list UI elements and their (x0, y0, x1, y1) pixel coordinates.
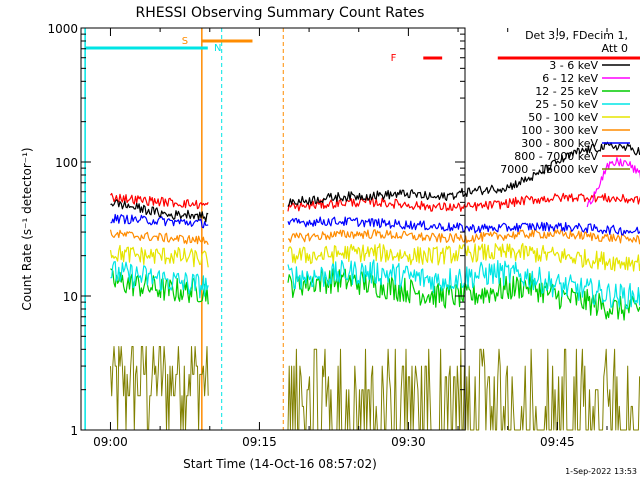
legend-header-0: Det 3,9, FDecim 1, (525, 29, 628, 42)
y-tick-label-3: 1000 (47, 22, 78, 36)
x-tick-label-0: 09:00 (93, 435, 128, 449)
legend-label-6: 300 - 800 keV (521, 137, 598, 150)
series-line-300-800kev (110, 213, 209, 229)
series-line-3-6kev-1 (287, 141, 640, 207)
legend-label-3: 25 - 50 keV (535, 98, 598, 111)
legend-label-4: 50 - 100 keV (528, 111, 598, 124)
series-line-7000-15000kev (110, 346, 209, 431)
series-line-800-7000kev-1 (287, 192, 640, 212)
series-line-25-50kev (110, 261, 209, 299)
marker-label-f: F (391, 53, 397, 64)
series-line-50-100kev (109, 244, 209, 268)
marker-label-s: S (182, 36, 188, 47)
y-tick-label-2: 100 (55, 156, 78, 170)
legend-label-8: 7000 - 15000 keV (500, 163, 598, 176)
marker-label-n: N (214, 43, 221, 54)
series-line-300-800kev-1 (287, 216, 640, 236)
chart-title: RHESSI Observing Summary Count Rates (136, 5, 425, 21)
series-line-800-7000kev (110, 192, 209, 210)
observing-bands (84, 28, 640, 430)
series-line-100-300kev-1 (287, 228, 640, 245)
legend-header-1: Att 0 (602, 42, 628, 55)
series-line-3-6kev (110, 199, 209, 223)
legend-label-5: 100 - 300 keV (521, 124, 598, 137)
series-line-6-12kev (586, 157, 640, 208)
x-tick-label-2: 09:30 (391, 435, 426, 449)
plot-frame (80, 27, 466, 431)
x-axis-label: Start Time (14-Oct-16 08:57:02) (183, 457, 377, 471)
axes: 09:0009:1509:3009:4510:0010:1510:3011010… (47, 22, 608, 449)
y-tick-label-1: 10 (63, 290, 78, 304)
x-tick-label-3: 09:45 (540, 435, 575, 449)
series-line-12-25kev-1 (287, 268, 640, 321)
x-tick-label-1: 09:15 (242, 435, 277, 449)
series-line-100-300kev (109, 229, 209, 245)
y-tick-label-0: 1 (70, 424, 78, 438)
footer-date: 1-Sep-2022 13:53 (565, 467, 637, 476)
series-line-7000-15000kev-1 (287, 348, 640, 431)
legend-label-7: 800 - 7000 keV (514, 150, 598, 163)
annotations: S N F (182, 36, 397, 64)
legend-label-2: 12 - 25 keV (535, 85, 598, 98)
series-layer (109, 141, 640, 431)
series-line-12-25kev (110, 268, 209, 305)
legend-label-1: 6 - 12 keV (542, 72, 598, 85)
legend-label-0: 3 - 6 keV (549, 59, 598, 72)
series-line-25-50kev-1 (287, 259, 640, 310)
y-axis-label: Count Rate (s⁻¹ detector⁻¹) (20, 147, 34, 310)
series-line-50-100kev-1 (287, 242, 640, 272)
